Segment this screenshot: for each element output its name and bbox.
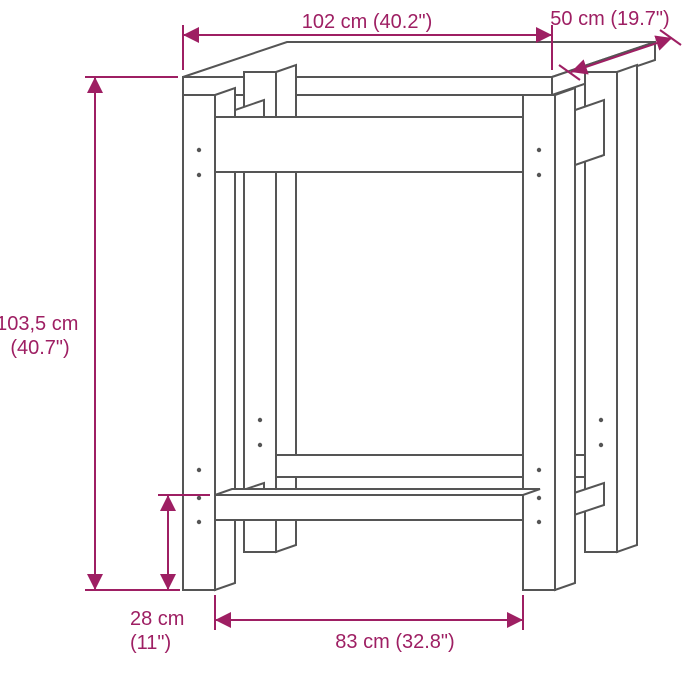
svg-text:28 cm (11"): 28 cm (11") [130, 608, 190, 654]
svg-text:102 cm (40.2"): 102 cm (40.2") [302, 11, 433, 33]
svg-text:50 cm (19.7"): 50 cm (19.7") [550, 8, 669, 30]
dim-width-cm: 102 cm [302, 11, 368, 33]
dim-height-cm: 103,5 cm [0, 313, 78, 335]
dim-inner-in: (32.8") [395, 631, 454, 653]
table-drawing [183, 42, 655, 590]
dim-inner-cm: 83 cm [335, 631, 389, 653]
svg-text:83 cm (32.8"): 83 cm (32.8") [335, 631, 454, 653]
dimension-diagram: 102 cm (40.2") 50 cm (19.7") 103,5 cm (4… [0, 0, 700, 700]
dim-footrest-in: (11") [130, 632, 171, 654]
dim-depth-in: (19.7") [610, 8, 669, 30]
dim-inner-width: 83 cm (32.8") [215, 595, 523, 653]
dim-height-in: (40.7") [10, 337, 69, 359]
dim-width-in: (40.2") [373, 11, 432, 33]
dim-depth-cm: 50 cm [550, 8, 604, 30]
dim-footrest-cm: 28 cm [130, 608, 184, 630]
svg-text:103,5 cm (40.7"): 103,5 cm (40.7") [0, 313, 84, 359]
dim-height: 103,5 cm (40.7") [0, 77, 178, 590]
